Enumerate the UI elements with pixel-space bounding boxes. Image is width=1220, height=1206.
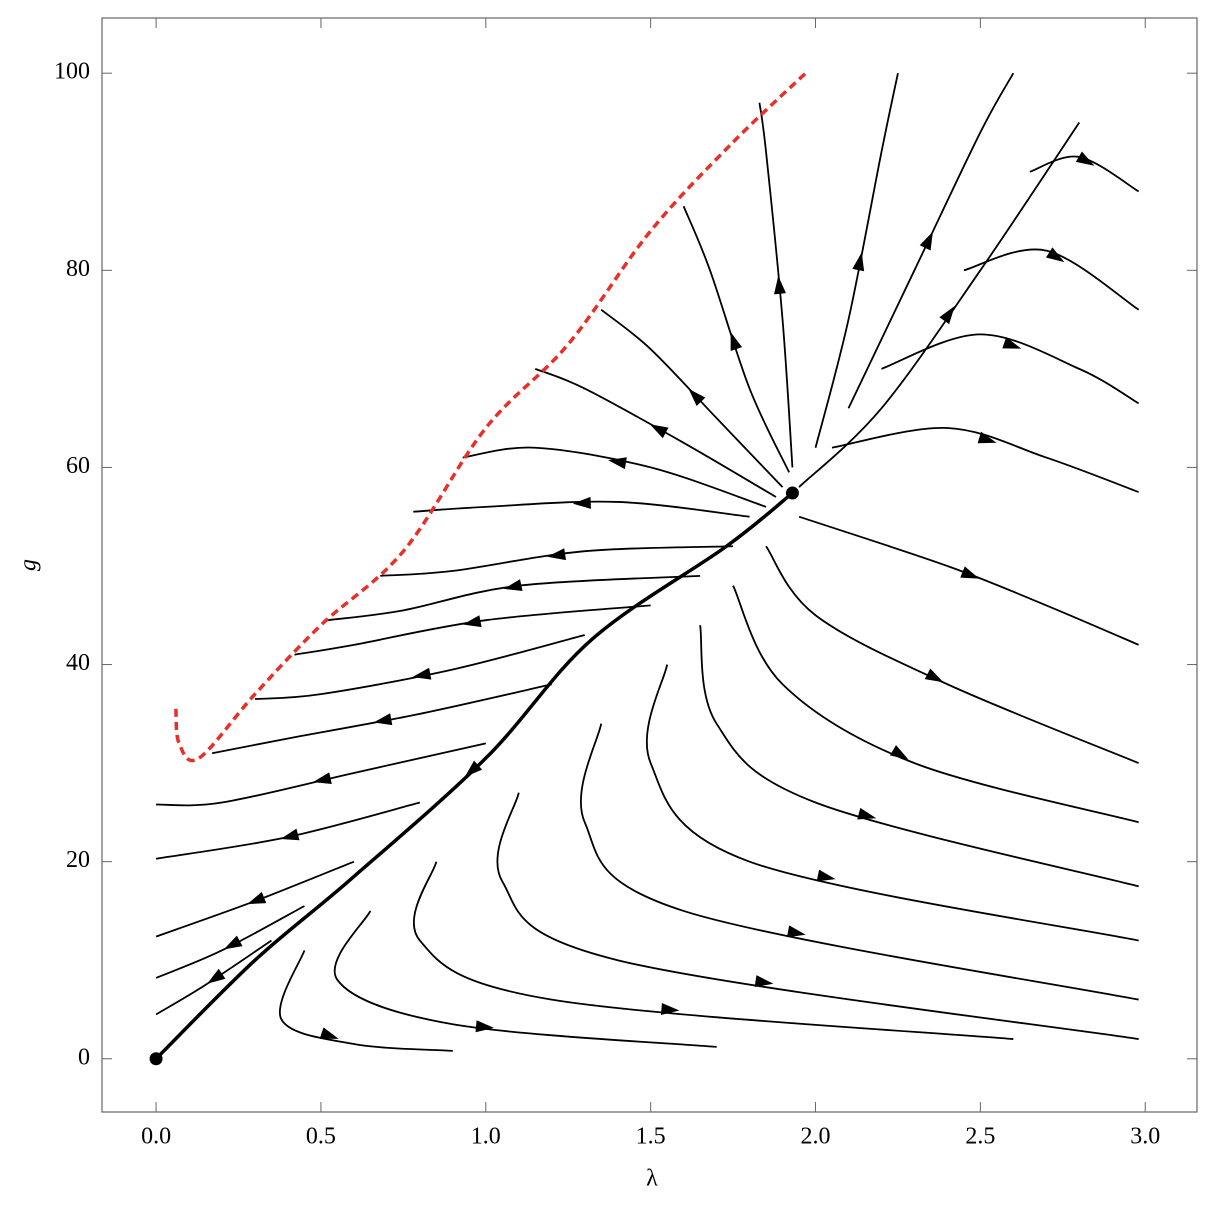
streamline: [155, 801, 421, 860]
streamline: [413, 861, 1014, 1040]
fixed-point: [149, 1052, 163, 1066]
arrowhead: [889, 745, 909, 760]
arrowhead: [857, 807, 877, 820]
x-tick-label: 2.5: [965, 1124, 995, 1150]
x-tick-label: 2.0: [801, 1124, 831, 1150]
separatrix: [154, 491, 794, 1061]
arrowhead: [688, 388, 706, 406]
arrowhead: [223, 935, 243, 950]
streamline: [758, 102, 794, 468]
streamline: [798, 515, 1139, 646]
arrowhead: [312, 772, 332, 785]
arrowhead: [924, 668, 944, 683]
y-tick-label: 60: [66, 453, 90, 479]
streamline: [155, 905, 305, 979]
x-tick-label: 1.5: [636, 1124, 666, 1150]
streamline: [847, 72, 1015, 409]
streamline: [831, 427, 1139, 493]
arrowhead: [207, 968, 226, 984]
y-tick-label: 100: [54, 59, 90, 85]
streamline: [156, 742, 486, 807]
boundary-curve: [174, 71, 807, 763]
arrowhead: [730, 331, 743, 351]
arrowhead: [649, 424, 669, 439]
streamline: [732, 585, 1139, 824]
arrowhead: [774, 275, 786, 295]
arrowhead: [754, 975, 774, 988]
arrowhead: [919, 231, 933, 251]
streamline: [254, 634, 585, 700]
x-tick-label: 0.5: [306, 1124, 336, 1150]
streamline: [682, 205, 790, 473]
streamline: [211, 683, 552, 755]
arrowhead: [462, 615, 482, 628]
fixed-point: [785, 486, 799, 500]
streamline: [294, 604, 651, 656]
arrowhead: [660, 1003, 680, 1015]
y-tick-label: 40: [66, 650, 90, 676]
streamline: [534, 368, 777, 498]
arrowhead: [503, 579, 523, 592]
arrowhead: [247, 891, 267, 905]
x-tick-label: 1.0: [471, 1124, 501, 1150]
streamline: [798, 121, 1081, 488]
streamline: [278, 950, 453, 1052]
streamline: [580, 723, 1139, 1001]
arrowhead: [373, 713, 393, 726]
streamline: [462, 446, 767, 508]
streamline: [155, 939, 272, 1016]
streamline: [881, 333, 1140, 405]
arrowhead: [572, 496, 591, 509]
streamline: [333, 910, 717, 1048]
plot-frame: [101, 17, 1198, 1113]
arrowhead: [1045, 247, 1065, 263]
streamline: [645, 664, 1139, 942]
x-tick-label: 3.0: [1130, 1124, 1160, 1150]
streamline: [496, 792, 1139, 1040]
streamline: [765, 545, 1139, 764]
arrowhead: [1075, 151, 1095, 166]
arrowhead: [608, 457, 627, 470]
y-tick-label: 80: [66, 256, 90, 282]
streamline: [814, 73, 899, 448]
y-axis-label: g: [16, 559, 42, 571]
arrowhead: [319, 1027, 339, 1039]
streamline: [963, 248, 1140, 311]
y-tick-label: 20: [66, 847, 90, 873]
arrowhead: [786, 925, 806, 938]
streamline: [413, 500, 750, 518]
arrowhead: [977, 431, 997, 444]
arrowhead: [852, 252, 865, 272]
arrowhead: [1002, 337, 1022, 349]
streamline: [327, 574, 701, 622]
streamline: [600, 309, 784, 488]
streamline: [380, 545, 734, 577]
arrowhead: [960, 566, 980, 579]
arrowhead: [816, 869, 836, 882]
arrowhead: [939, 306, 955, 325]
arrowhead: [475, 1020, 494, 1033]
x-tick-label: 0.0: [141, 1124, 171, 1150]
streamline: [699, 624, 1139, 888]
y-tick-label: 0: [78, 1044, 90, 1070]
arrowhead: [412, 667, 432, 680]
arrowhead: [280, 828, 300, 841]
arrowhead: [547, 548, 567, 561]
arrowhead: [464, 760, 483, 778]
x-axis-label: λ: [646, 1166, 658, 1192]
